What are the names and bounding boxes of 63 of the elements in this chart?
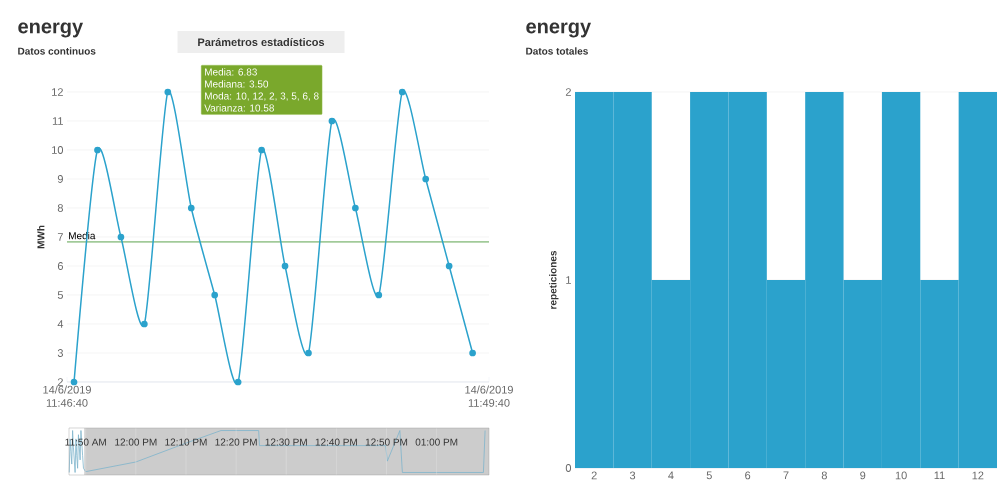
y-tick-label: 5 xyxy=(57,291,63,299)
point xyxy=(281,262,289,270)
point xyxy=(164,88,172,96)
text: Mediana: 3.50 xyxy=(205,80,269,88)
x-tick-label: 12:50 PM xyxy=(365,438,408,446)
point xyxy=(375,291,383,299)
x-tick-label: 9 xyxy=(860,471,866,480)
x-tick-label: 12:20 PM xyxy=(215,438,257,446)
y-tick-label: 9 xyxy=(57,175,63,183)
point xyxy=(211,291,219,299)
x-tick-label: 01:00 PM xyxy=(415,438,458,446)
x-tick-label: 8 xyxy=(821,471,827,480)
chart-subtitle: Datos continuos xyxy=(18,47,96,55)
text: Media: 6.83 xyxy=(205,68,257,76)
x-tick-label: 12 xyxy=(972,471,984,480)
point xyxy=(94,146,101,154)
point xyxy=(422,175,430,183)
point xyxy=(469,349,476,357)
y-tick-label: 3 xyxy=(57,349,63,357)
chart-subtitle: Datos totales xyxy=(526,47,588,55)
y-tick-label: 10 xyxy=(52,146,64,154)
y-tick-label: 2 xyxy=(57,378,63,386)
y-tick-label: 2 xyxy=(565,88,571,96)
x-tick-label: 2 xyxy=(591,471,597,480)
point xyxy=(398,88,406,96)
x-tick-label: 14/6/2019 11:49:40 xyxy=(465,385,513,407)
y-tick-label: 4 xyxy=(57,320,64,328)
y-tick-label: 12 xyxy=(52,88,63,96)
point xyxy=(305,349,312,357)
point xyxy=(187,204,195,212)
y-tick-label: 1 xyxy=(566,276,571,284)
x-tick-label: 3 xyxy=(629,471,636,480)
chart-title: energy xyxy=(18,22,84,38)
y-tick-label: 11 xyxy=(52,117,63,125)
point xyxy=(234,378,242,386)
y-axis-title: MWh xyxy=(37,225,45,249)
x-tick-label: 12:10 PM xyxy=(165,438,207,446)
y-tick-label: 7 xyxy=(57,233,63,241)
y-tick-label: 6 xyxy=(57,262,63,270)
x-tick-label: 10 xyxy=(895,471,907,480)
annotation: Moda: 10, 12, 2, 3, 5, 6, 8 xyxy=(205,92,319,101)
x-tick-label: 4 xyxy=(668,471,674,480)
x-tick-label: 12:30 PM xyxy=(265,438,307,446)
point xyxy=(352,204,359,212)
chart-title: energy xyxy=(526,22,592,38)
point xyxy=(328,117,336,125)
x-tick-label: 12:00 PM xyxy=(115,438,157,446)
x-tick-label: 5 xyxy=(706,471,712,480)
x-tick-label: 11 xyxy=(934,471,945,480)
y-tick-label: 0 xyxy=(565,464,572,472)
x-tick-label: 14/6/2019 11:46:40 xyxy=(43,385,91,407)
text: Parámetros estadísticos xyxy=(198,37,325,47)
point xyxy=(258,146,265,154)
point xyxy=(117,233,125,241)
annotation: Varianza: 10.58 xyxy=(204,104,274,112)
point xyxy=(141,320,148,328)
point xyxy=(445,262,453,270)
y-axis-title: repeticiones xyxy=(549,250,559,309)
y-tick-label: 8 xyxy=(57,204,63,212)
x-tick-label: 11:50 AM xyxy=(65,438,106,446)
x-tick-label: 12:40 PM xyxy=(315,438,357,446)
x-tick-label: 6 xyxy=(745,471,751,480)
x-tick-label: 7 xyxy=(783,471,789,480)
